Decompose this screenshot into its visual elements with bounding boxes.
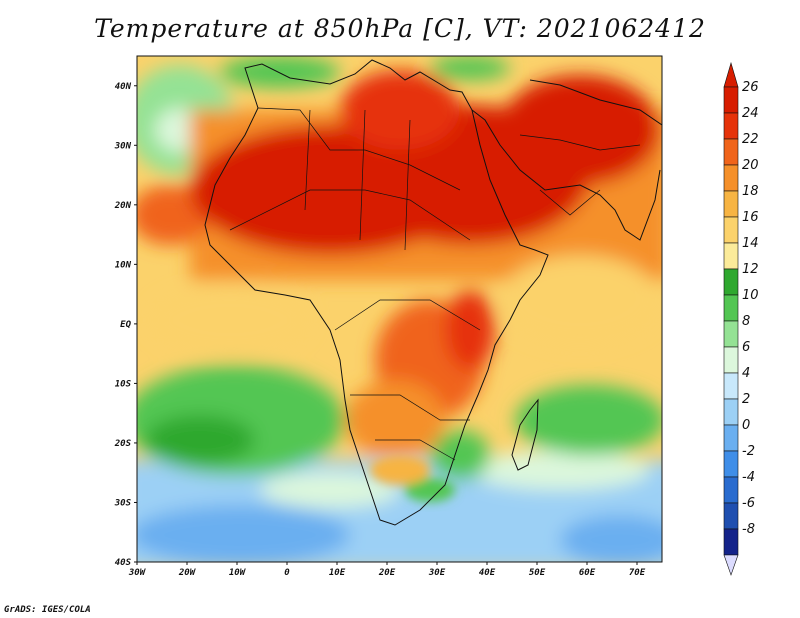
lon-label: 20E bbox=[378, 568, 396, 578]
colorbar-swatch bbox=[723, 268, 739, 296]
colorbar-swatch bbox=[723, 528, 739, 556]
lon-label: 10W bbox=[229, 568, 247, 578]
colorbar-label: 10 bbox=[742, 288, 759, 303]
colorbar-swatch bbox=[723, 190, 739, 218]
lat-label: 10N bbox=[115, 260, 132, 270]
temperature-field bbox=[137, 56, 662, 562]
colorbar-swatch bbox=[723, 346, 739, 374]
colorbar-label: 16 bbox=[742, 210, 759, 225]
colorbar-swatch bbox=[723, 450, 739, 478]
lon-label: 30E bbox=[428, 568, 446, 578]
lat-label: 10S bbox=[115, 379, 132, 389]
colorbar-label: 8 bbox=[742, 314, 750, 329]
colorbar-label: 12 bbox=[742, 262, 759, 277]
colorbar-label: 4 bbox=[742, 366, 750, 381]
lat-label: 20N bbox=[114, 201, 132, 211]
colorbar-bottom-arrow bbox=[723, 554, 739, 576]
plot-frame bbox=[136, 55, 663, 563]
map-title: Temperature at 850hPa [C], VT: 202106241… bbox=[94, 14, 706, 43]
colorbar-swatch bbox=[723, 294, 739, 322]
colorbar-swatch bbox=[723, 502, 739, 530]
colorbar-swatch bbox=[723, 138, 739, 166]
coastlines bbox=[204, 59, 662, 526]
lat-label: 30N bbox=[114, 141, 132, 151]
lat-label: 40N bbox=[115, 82, 132, 92]
lat-label: 40S bbox=[115, 558, 132, 568]
lat-label: 20S bbox=[114, 439, 132, 449]
colorbar-swatch bbox=[723, 424, 739, 452]
colorbar-swatch bbox=[723, 372, 739, 400]
colorbar-swatch bbox=[723, 398, 739, 426]
colorbar-swatch bbox=[723, 86, 739, 114]
colorbar-label: -4 bbox=[742, 470, 755, 485]
colorbar-label: 22 bbox=[742, 132, 759, 147]
colorbar-label: 14 bbox=[742, 236, 759, 251]
lon-label: 30W bbox=[128, 568, 147, 578]
colorbar-swatch bbox=[723, 320, 739, 348]
lat-label: EQ bbox=[120, 320, 131, 330]
lat-label: 30S bbox=[114, 498, 132, 508]
colorbar-swatch bbox=[723, 242, 739, 270]
lon-label: 20W bbox=[178, 568, 197, 578]
colorbar-label: 0 bbox=[742, 418, 750, 433]
longitude-axis: 30W 20W 10W 0 10E 20E 30E 40E 50E 60E 70E bbox=[128, 562, 646, 578]
colorbar-label: 20 bbox=[742, 158, 759, 173]
lon-label: 70E bbox=[629, 568, 646, 578]
footer-credit: GrADS: IGES/COLA bbox=[4, 605, 91, 615]
colorbar-label: -8 bbox=[742, 522, 755, 537]
lon-label: 50E bbox=[529, 568, 546, 578]
colorbar-label: 2 bbox=[742, 392, 750, 407]
colorbar-swatch bbox=[723, 164, 739, 192]
lon-label: 0 bbox=[284, 568, 290, 578]
colorbar-label: 26 bbox=[742, 80, 759, 95]
lon-label: 40E bbox=[479, 568, 496, 578]
lon-label: 60E bbox=[579, 568, 596, 578]
colorbar-swatch bbox=[723, 476, 739, 504]
colorbar-swatch bbox=[723, 112, 739, 140]
colorbar-label: 24 bbox=[742, 106, 759, 121]
lon-label: 10E bbox=[329, 568, 346, 578]
country-borders bbox=[229, 107, 641, 461]
colorbar-top-arrow bbox=[723, 61, 739, 88]
colorbar-swatch bbox=[723, 216, 739, 244]
latitude-axis: 40N 30N 20N 10N EQ 10S 20S 30S 40S bbox=[114, 82, 137, 568]
colorbar-label: -6 bbox=[742, 496, 755, 511]
colorbar-label: 6 bbox=[742, 340, 750, 355]
colorbar-label: 18 bbox=[742, 184, 759, 199]
colorbar-label: -2 bbox=[742, 444, 755, 459]
